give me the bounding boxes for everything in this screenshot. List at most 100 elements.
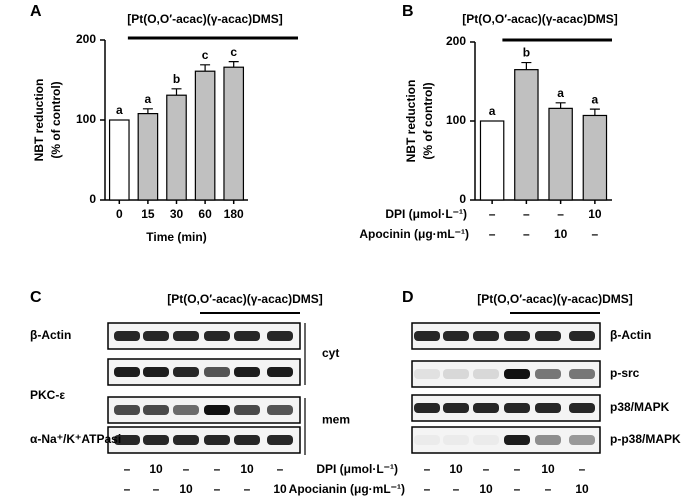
significance-letter: b — [523, 46, 530, 60]
blot-label: p-src — [610, 366, 640, 380]
panel-label: D — [402, 289, 414, 306]
blot-band — [443, 369, 469, 379]
blot-band — [143, 435, 169, 445]
blot-band — [173, 405, 199, 415]
condition-value: – — [214, 462, 221, 476]
significance-letter: a — [557, 86, 564, 100]
bar — [479, 120, 505, 201]
significance-letter: c — [230, 45, 237, 59]
condition-value: – — [183, 462, 190, 476]
bar — [166, 94, 187, 201]
blot-band — [473, 403, 499, 413]
y-tick-label: 100 — [446, 113, 466, 127]
bracket-label: [Pt(O,O′-acac)(γ-acac)DMS] — [167, 292, 323, 306]
blot-band — [535, 403, 561, 413]
blot-band — [267, 435, 293, 445]
condition-value: 10 — [149, 462, 163, 476]
y-axis-label: NBT reduction — [32, 79, 46, 162]
blot-band — [173, 367, 199, 377]
blot-band — [569, 403, 595, 413]
blot-band — [234, 367, 260, 377]
condition-name: Apocinin (μg·mL⁻¹) — [359, 227, 469, 241]
condition-value: 10 — [588, 207, 602, 221]
error-bar — [228, 61, 239, 68]
condition-value: – — [489, 227, 496, 241]
blot-band — [569, 435, 595, 445]
blot-band — [473, 369, 499, 379]
blot-band — [443, 435, 469, 445]
condition-value: – — [483, 462, 490, 476]
y-tick-label: 200 — [446, 34, 466, 48]
blot-band — [234, 331, 260, 341]
significance-letter: a — [592, 92, 599, 106]
blot-band — [234, 405, 260, 415]
blot-band — [504, 403, 530, 413]
blot-band — [234, 435, 260, 445]
x-tick-label: 15 — [141, 207, 155, 221]
blot-label: β-Actin — [610, 328, 651, 342]
condition-value: – — [244, 482, 251, 496]
condition-value: 10 — [179, 482, 193, 496]
error-bar — [142, 108, 153, 114]
blot-band — [267, 405, 293, 415]
panel-label: B — [402, 3, 414, 20]
panel-label: C — [30, 289, 42, 306]
condition-value: – — [453, 482, 460, 496]
blot-band — [535, 369, 561, 379]
x-tick-label: 60 — [198, 207, 212, 221]
condition-value: 10 — [479, 482, 493, 496]
condition-value: – — [424, 482, 431, 496]
blot-band — [414, 331, 440, 341]
error-bar — [200, 64, 211, 72]
blot-band — [569, 369, 595, 379]
x-tick-label: 180 — [224, 207, 244, 221]
y-tick-label: 0 — [459, 192, 466, 206]
condition-name: DPI (μmol·L⁻¹) — [316, 462, 398, 476]
condition-value: – — [523, 227, 530, 241]
blot-band — [204, 367, 230, 377]
blot-band — [569, 331, 595, 341]
condition-value: 10 — [449, 462, 463, 476]
condition-name: Apocianin (μg·mL⁻¹) — [289, 482, 405, 496]
x-tick-label: 0 — [116, 207, 123, 221]
error-bar — [589, 108, 600, 116]
bar — [582, 114, 608, 201]
blot-band — [443, 331, 469, 341]
significance-letter: b — [173, 72, 180, 86]
blot-band — [204, 331, 230, 341]
condition-value: – — [523, 207, 530, 221]
y-tick-label: 100 — [76, 112, 96, 126]
condition-value: – — [424, 462, 431, 476]
bracket-label: [Pt(O,O′-acac)(γ-acac)DMS] — [462, 12, 618, 26]
blot-band — [414, 403, 440, 413]
significance-letter: a — [489, 104, 496, 118]
blot-band — [204, 435, 230, 445]
y-tick-label: 0 — [89, 192, 96, 206]
condition-value: – — [489, 207, 496, 221]
condition-value: – — [124, 482, 131, 496]
x-axis-label: Time (min) — [146, 230, 206, 244]
bar — [194, 70, 216, 201]
blot-band — [267, 331, 293, 341]
bar — [137, 112, 159, 201]
condition-value: – — [514, 462, 521, 476]
blot-band — [204, 405, 230, 415]
blot-band — [114, 405, 140, 415]
error-bar — [171, 88, 182, 96]
bar — [223, 66, 245, 201]
significance-letter: a — [145, 92, 152, 106]
blot-band — [143, 331, 169, 341]
condition-value: 10 — [273, 482, 287, 496]
condition-value: – — [214, 482, 221, 496]
panel-label: A — [30, 3, 42, 20]
blot-band — [504, 435, 530, 445]
condition-value: 10 — [541, 462, 555, 476]
condition-value: – — [153, 482, 160, 496]
blot-band — [414, 369, 440, 379]
blot-label: p-p38/MAPK — [610, 432, 681, 446]
blot-band — [173, 435, 199, 445]
blot-label: p38/MAPK — [610, 400, 670, 414]
blot-band — [535, 435, 561, 445]
blot-band — [143, 367, 169, 377]
